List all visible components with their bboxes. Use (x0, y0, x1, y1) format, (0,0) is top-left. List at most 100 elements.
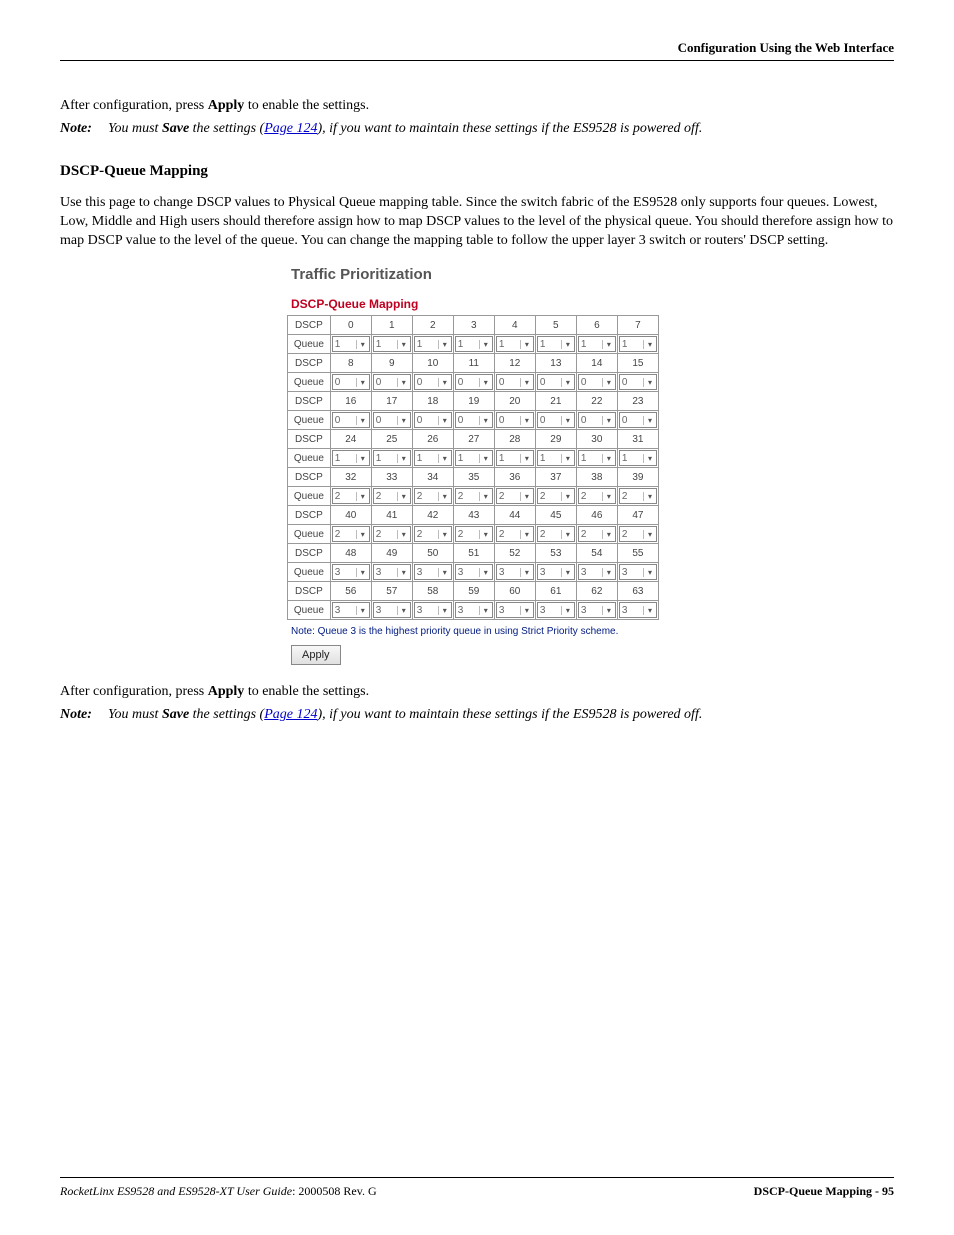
queue-select[interactable]: 1▾ (578, 450, 616, 466)
queue-select[interactable]: 2▾ (578, 526, 616, 542)
queue-select[interactable]: 1▾ (496, 336, 534, 352)
queue-select[interactable]: 2▾ (619, 526, 657, 542)
chevron-down-icon: ▾ (397, 378, 410, 387)
queue-select[interactable]: 3▾ (578, 602, 616, 618)
chevron-down-icon: ▾ (520, 492, 533, 501)
queue-select-cell: 2▾ (371, 487, 412, 506)
queue-select[interactable]: 2▾ (537, 488, 575, 504)
queue-select[interactable]: 1▾ (332, 336, 370, 352)
dscp-value-cell: 55 (617, 544, 658, 563)
queue-select[interactable]: 1▾ (414, 450, 452, 466)
queue-select[interactable]: 2▾ (578, 488, 616, 504)
queue-select[interactable]: 0▾ (414, 412, 452, 428)
queue-select[interactable]: 3▾ (332, 564, 370, 580)
queue-select[interactable]: 0▾ (332, 412, 370, 428)
queue-select[interactable]: 0▾ (373, 374, 411, 390)
page-124-link-2[interactable]: Page 124 (264, 707, 317, 722)
queue-select[interactable]: 2▾ (455, 488, 493, 504)
queue-select[interactable]: 0▾ (455, 374, 493, 390)
queue-select-value: 0 (497, 415, 520, 426)
queue-select-value: 1 (333, 453, 356, 464)
queue-select[interactable]: 0▾ (619, 374, 657, 390)
queue-select[interactable]: 3▾ (619, 564, 657, 580)
queue-select-value: 2 (456, 529, 479, 540)
queue-select-value: 0 (538, 377, 561, 388)
queue-select[interactable]: 1▾ (373, 450, 411, 466)
chevron-down-icon: ▾ (479, 416, 492, 425)
queue-select[interactable]: 3▾ (578, 564, 616, 580)
queue-select[interactable]: 2▾ (373, 526, 411, 542)
dscp-value-cell: 20 (494, 392, 535, 411)
queue-select[interactable]: 2▾ (332, 526, 370, 542)
queue-select[interactable]: 3▾ (496, 564, 534, 580)
queue-select[interactable]: 3▾ (619, 602, 657, 618)
dscp-value-cell: 9 (371, 354, 412, 373)
queue-select[interactable]: 2▾ (414, 526, 452, 542)
queue-select[interactable]: 0▾ (619, 412, 657, 428)
queue-select[interactable]: 3▾ (496, 602, 534, 618)
queue-select[interactable]: 0▾ (373, 412, 411, 428)
queue-select[interactable]: 0▾ (578, 412, 616, 428)
queue-select[interactable]: 1▾ (373, 336, 411, 352)
queue-select-cell: 1▾ (330, 335, 371, 354)
queue-select-value: 3 (538, 605, 561, 616)
queue-select[interactable]: 3▾ (414, 602, 452, 618)
queue-row-label: Queue (288, 525, 331, 544)
queue-select[interactable]: 1▾ (578, 336, 616, 352)
dscp-row-label: DSCP (288, 544, 331, 563)
queue-select-cell: 0▾ (494, 373, 535, 392)
queue-select[interactable]: 0▾ (537, 412, 575, 428)
queue-select[interactable]: 0▾ (455, 412, 493, 428)
queue-select[interactable]: 2▾ (373, 488, 411, 504)
queue-select[interactable]: 3▾ (455, 564, 493, 580)
queue-select-cell: 2▾ (453, 525, 494, 544)
queue-select[interactable]: 1▾ (455, 336, 493, 352)
queue-select[interactable]: 3▾ (373, 564, 411, 580)
queue-select[interactable]: 1▾ (537, 336, 575, 352)
dscp-value-cell: 8 (330, 354, 371, 373)
queue-select[interactable]: 0▾ (496, 412, 534, 428)
queue-select-cell: 1▾ (617, 449, 658, 468)
page-124-link-1[interactable]: Page 124 (264, 121, 317, 136)
queue-select[interactable]: 2▾ (619, 488, 657, 504)
queue-select[interactable]: 0▾ (414, 374, 452, 390)
chevron-down-icon: ▾ (643, 530, 656, 539)
apply-button[interactable]: Apply (291, 645, 341, 665)
chevron-down-icon: ▾ (561, 340, 574, 349)
queue-select[interactable]: 3▾ (414, 564, 452, 580)
queue-select-cell: 1▾ (371, 449, 412, 468)
chevron-down-icon: ▾ (520, 530, 533, 539)
queue-select[interactable]: 2▾ (455, 526, 493, 542)
dscp-value-cell: 23 (617, 392, 658, 411)
queue-select[interactable]: 1▾ (619, 450, 657, 466)
queue-select-value: 1 (538, 453, 561, 464)
queue-select-value: 0 (456, 377, 479, 388)
queue-select[interactable]: 0▾ (578, 374, 616, 390)
queue-select[interactable]: 3▾ (537, 564, 575, 580)
queue-select[interactable]: 3▾ (537, 602, 575, 618)
queue-select[interactable]: 3▾ (455, 602, 493, 618)
queue-select[interactable]: 0▾ (332, 374, 370, 390)
queue-select[interactable]: 1▾ (537, 450, 575, 466)
queue-select[interactable]: 2▾ (496, 526, 534, 542)
queue-select-cell: 0▾ (371, 373, 412, 392)
queue-select[interactable]: 0▾ (496, 374, 534, 390)
queue-select[interactable]: 2▾ (537, 526, 575, 542)
queue-select[interactable]: 0▾ (537, 374, 575, 390)
queue-select[interactable]: 1▾ (332, 450, 370, 466)
queue-select[interactable]: 3▾ (373, 602, 411, 618)
queue-select[interactable]: 2▾ (496, 488, 534, 504)
queue-select-cell: 3▾ (576, 563, 617, 582)
queue-select-cell: 3▾ (371, 601, 412, 620)
dscp-value-cell: 7 (617, 316, 658, 335)
queue-select[interactable]: 1▾ (455, 450, 493, 466)
queue-select[interactable]: 2▾ (414, 488, 452, 504)
queue-select-value: 2 (497, 491, 520, 502)
queue-select[interactable]: 1▾ (619, 336, 657, 352)
dscp-value-cell: 59 (453, 582, 494, 601)
queue-select[interactable]: 1▾ (496, 450, 534, 466)
queue-select[interactable]: 2▾ (332, 488, 370, 504)
dscp-value-cell: 52 (494, 544, 535, 563)
queue-select[interactable]: 1▾ (414, 336, 452, 352)
queue-select[interactable]: 3▾ (332, 602, 370, 618)
